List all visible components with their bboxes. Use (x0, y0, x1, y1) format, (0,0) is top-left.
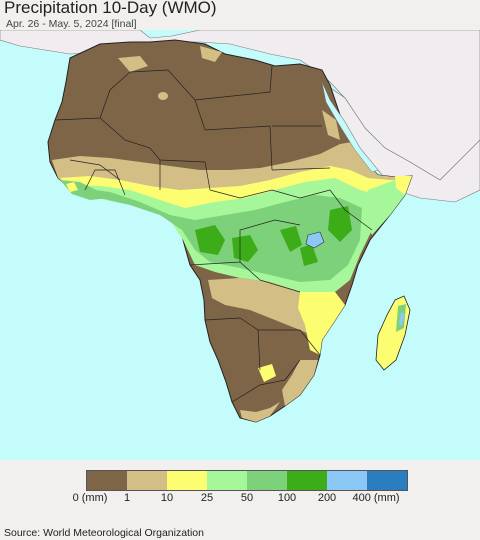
northern-tan-spot (158, 92, 168, 100)
legend-swatch (207, 471, 247, 490)
precipitation-map (0, 30, 480, 460)
south-coast-green (240, 402, 280, 422)
legend-label: 10 (160, 492, 174, 504)
dark-green-patch-4 (328, 206, 352, 242)
horn-green (364, 180, 405, 235)
legend-color-bar (86, 470, 408, 491)
legend-label: 200 (317, 492, 337, 504)
legend-labels: 0 (mm) 1 10 25 50 100 200 400 (mm) (0, 492, 480, 508)
legend-swatch (127, 471, 167, 490)
legend-label: 100 (277, 492, 297, 504)
legend-swatch (247, 471, 287, 490)
legend-label: 25 (200, 492, 214, 504)
south-east-yellow (282, 360, 318, 406)
dark-green-patch-1 (195, 225, 225, 255)
dark-green-patch-3 (280, 226, 302, 252)
legend-swatch (167, 471, 207, 490)
legend-label: 0 (mm) (72, 492, 108, 504)
source-credit: Source: World Meteorological Organizatio… (4, 527, 204, 539)
lake-victoria (305, 231, 325, 249)
legend-swatch (287, 471, 327, 490)
legend-swatch (367, 471, 407, 490)
legend-label: 1 (123, 492, 131, 504)
dark-green-patch-2 (232, 235, 258, 262)
southern-yellow (298, 292, 345, 355)
map-subtitle: Apr. 26 - May. 5, 2024 [final] (6, 18, 137, 30)
dark-green-patch-5 (300, 244, 318, 266)
red-sea (321, 81, 379, 173)
legend-label: 400 (mm) (352, 492, 400, 504)
legend-swatch (327, 471, 367, 490)
map-title: Precipitation 10-Day (WMO) (4, 0, 217, 17)
legend-label: 50 (240, 492, 254, 504)
country-borders (54, 65, 373, 403)
legend-swatch (87, 471, 127, 490)
